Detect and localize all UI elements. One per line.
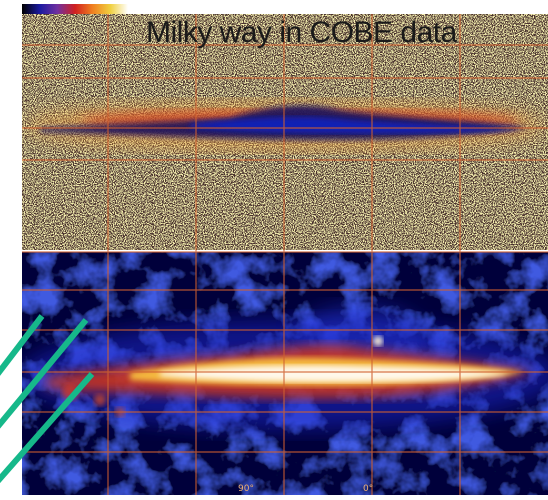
longitude-tick-label-90: 90° xyxy=(238,484,254,494)
coordinate-grid xyxy=(22,14,548,495)
annotation-lines xyxy=(0,314,95,484)
longitude-tick-label-0: 0° xyxy=(363,484,374,494)
slide-title: Milky way in COBE data xyxy=(146,16,457,49)
colorbar xyxy=(22,4,128,15)
